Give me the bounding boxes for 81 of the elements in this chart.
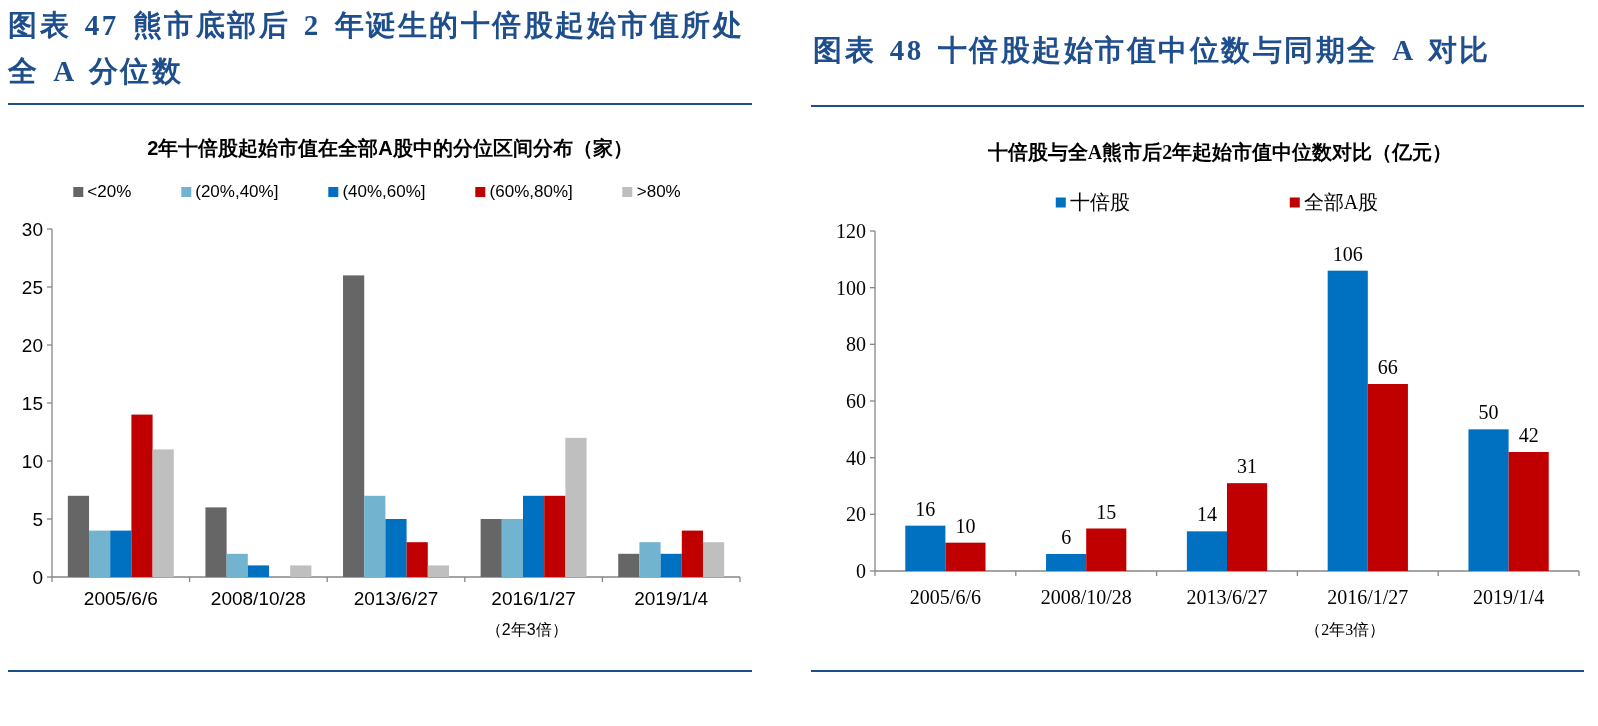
- y-tick-label: 0: [856, 560, 866, 582]
- x-tick-label: 2019/1/4: [1473, 586, 1545, 608]
- data-label: 10: [955, 514, 976, 537]
- bar: [247, 565, 269, 577]
- bar: [1468, 429, 1509, 571]
- legend-label: 全部A股: [1303, 189, 1379, 215]
- legend-label: <20%: [87, 182, 132, 202]
- legend-label: (20%,40%]: [195, 182, 279, 202]
- bar: [385, 519, 407, 577]
- bar: [205, 507, 227, 577]
- bar: [544, 495, 566, 577]
- bar: [1508, 452, 1549, 571]
- legend-label: >80%: [636, 182, 681, 202]
- data-label: 15: [1096, 500, 1117, 523]
- x-tick-label: 2019/1/4: [634, 587, 709, 609]
- bar: [1227, 483, 1268, 571]
- bar: [565, 437, 587, 577]
- x-tick-label: 2013/6/27: [1186, 586, 1268, 608]
- bar: [1086, 528, 1127, 571]
- x-tick-label: 2005/6/6: [83, 587, 158, 609]
- bar: [226, 553, 248, 577]
- x-tick-label: 2016/1/27: [491, 587, 576, 609]
- bar: [702, 542, 725, 577]
- data-label: 42: [1518, 424, 1539, 446]
- bar: [67, 495, 90, 577]
- bar: [89, 530, 111, 577]
- bar: [480, 519, 502, 577]
- data-label: 66: [1377, 356, 1398, 378]
- y-tick-label: 25: [21, 276, 43, 298]
- bar: [501, 519, 523, 577]
- y-tick-label: 0: [32, 566, 43, 588]
- y-tick-label: 20: [846, 503, 866, 526]
- bar: [343, 275, 365, 577]
- x-tick-label: 2008/10/28: [210, 587, 306, 609]
- y-tick-label: 20: [21, 334, 43, 356]
- y-tick-label: 60: [846, 390, 866, 412]
- x-tick-label: 2016/1/27: [1327, 586, 1409, 608]
- x-axis-title: （2年3倍）: [485, 619, 568, 640]
- y-tick-label: 10: [21, 450, 43, 472]
- bar: [905, 525, 946, 571]
- chart-subtitle: 十倍股与全A熊市后2年起始市值中位数对比（亿元）: [987, 139, 1453, 165]
- data-label: 6: [1061, 526, 1072, 548]
- legend-label: 十倍股: [1069, 189, 1130, 215]
- y-tick-label: 80: [846, 333, 866, 356]
- data-label: 106: [1332, 242, 1363, 265]
- bar: [427, 565, 449, 577]
- bar: [290, 565, 312, 577]
- y-tick-label: 100: [836, 276, 866, 299]
- bar: [110, 530, 132, 577]
- bar: [945, 542, 986, 571]
- y-tick-label: 15: [21, 392, 43, 414]
- y-tick-label: 40: [846, 446, 866, 469]
- x-tick-label: 2008/10/28: [1040, 586, 1132, 608]
- bar: [406, 542, 428, 577]
- data-label: 50: [1478, 401, 1499, 424]
- x-axis-title: （2年3倍）: [1305, 619, 1386, 640]
- bar: [131, 414, 153, 577]
- chart-title: 图表 48 十倍股起始市值中位数与同期全 A 对比: [813, 33, 1492, 68]
- legend-label: (40%,60%]: [342, 182, 426, 202]
- y-tick-label: 30: [21, 218, 43, 240]
- bar: [1327, 270, 1368, 571]
- x-tick-label: 2005/6/6: [909, 586, 981, 608]
- bar: [1186, 531, 1227, 571]
- legend-label: (60%,80%]: [489, 182, 573, 202]
- x-tick-label: 2013/6/27: [353, 587, 439, 609]
- y-tick-label: 120: [836, 220, 866, 242]
- bar: [152, 449, 174, 577]
- data-label: 31: [1237, 455, 1258, 478]
- chart-title: 图表 47 熊市底部后 2 年诞生的十倍股起始市值所处全 A 分位数: [8, 8, 745, 89]
- bar: [1046, 554, 1087, 571]
- bar: [364, 495, 386, 577]
- bar: [523, 495, 545, 577]
- y-tick-label: 5: [32, 508, 43, 530]
- chart-subtitle: 2年十倍股起始市值在全部A股中的分位区间分布（家）: [147, 135, 633, 161]
- bar: [660, 553, 682, 577]
- bar: [618, 553, 640, 577]
- data-label: 14: [1196, 503, 1217, 526]
- data-label: 16: [915, 497, 936, 520]
- bar: [681, 530, 703, 577]
- bar: [639, 542, 661, 577]
- bar: [1367, 384, 1408, 571]
